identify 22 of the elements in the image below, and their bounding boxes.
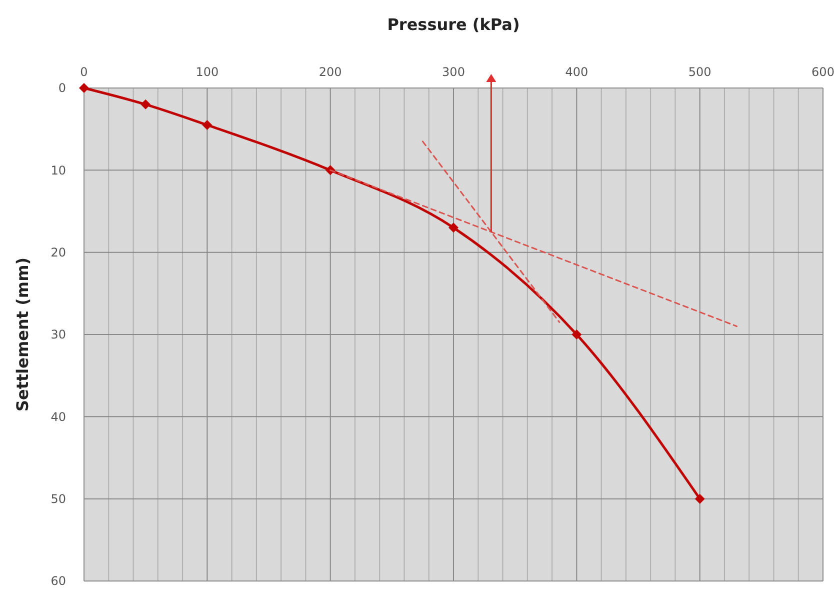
y-tick-label: 10	[50, 163, 66, 178]
y-tick-label: 20	[50, 246, 66, 260]
x-tick-label: 600	[812, 65, 834, 79]
x-tick-label: 200	[318, 65, 342, 79]
y-tick-label: 0	[58, 81, 66, 96]
point	[448, 222, 458, 233]
x-tick-label: 400	[565, 65, 588, 79]
y-tick-label: 50	[50, 492, 66, 506]
point	[202, 120, 212, 130]
point	[572, 330, 582, 340]
point	[694, 494, 705, 504]
y-tick-label: 40	[50, 410, 66, 424]
y-tick-label: 30	[50, 328, 66, 342]
x-tick-label: 0	[80, 65, 88, 79]
x-tick-label: 100	[196, 65, 219, 79]
point	[79, 83, 89, 93]
x-axis-title: Pressure (kPa)	[387, 15, 520, 34]
x-tick-label: 500	[688, 65, 712, 79]
point	[140, 99, 151, 110]
y-tick-label: 60	[50, 574, 66, 588]
y-axis-title: Settlement (mm)	[13, 257, 32, 412]
x-tick-label: 300	[442, 65, 465, 79]
